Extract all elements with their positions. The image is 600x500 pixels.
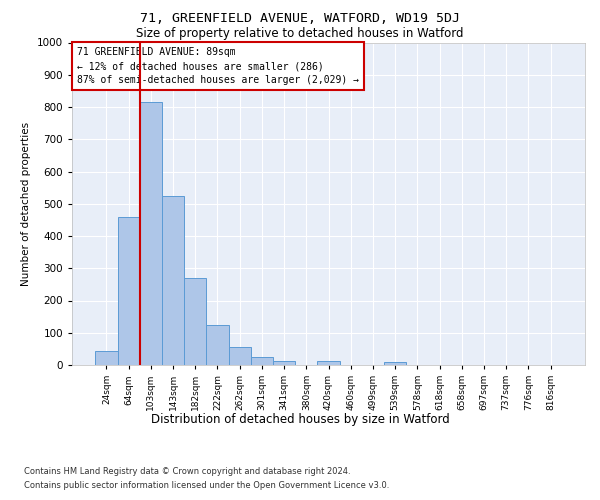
Text: Size of property relative to detached houses in Watford: Size of property relative to detached ho… — [136, 28, 464, 40]
Bar — [184, 278, 206, 365]
Bar — [384, 362, 406, 365]
Text: 71, GREENFIELD AVENUE, WATFORD, WD19 5DJ: 71, GREENFIELD AVENUE, WATFORD, WD19 5DJ — [140, 12, 460, 26]
Bar — [317, 361, 340, 365]
Bar — [273, 361, 295, 365]
Bar — [140, 102, 162, 365]
Y-axis label: Number of detached properties: Number of detached properties — [21, 122, 31, 286]
Bar — [251, 357, 273, 365]
Bar — [95, 352, 118, 365]
Bar — [162, 196, 184, 365]
Bar — [229, 348, 251, 365]
Bar — [118, 216, 140, 365]
Text: 71 GREENFIELD AVENUE: 89sqm
← 12% of detached houses are smaller (286)
87% of se: 71 GREENFIELD AVENUE: 89sqm ← 12% of det… — [77, 48, 359, 86]
Bar — [206, 324, 229, 365]
Text: Contains public sector information licensed under the Open Government Licence v3: Contains public sector information licen… — [24, 481, 389, 490]
Text: Contains HM Land Registry data © Crown copyright and database right 2024.: Contains HM Land Registry data © Crown c… — [24, 468, 350, 476]
Text: Distribution of detached houses by size in Watford: Distribution of detached houses by size … — [151, 412, 449, 426]
